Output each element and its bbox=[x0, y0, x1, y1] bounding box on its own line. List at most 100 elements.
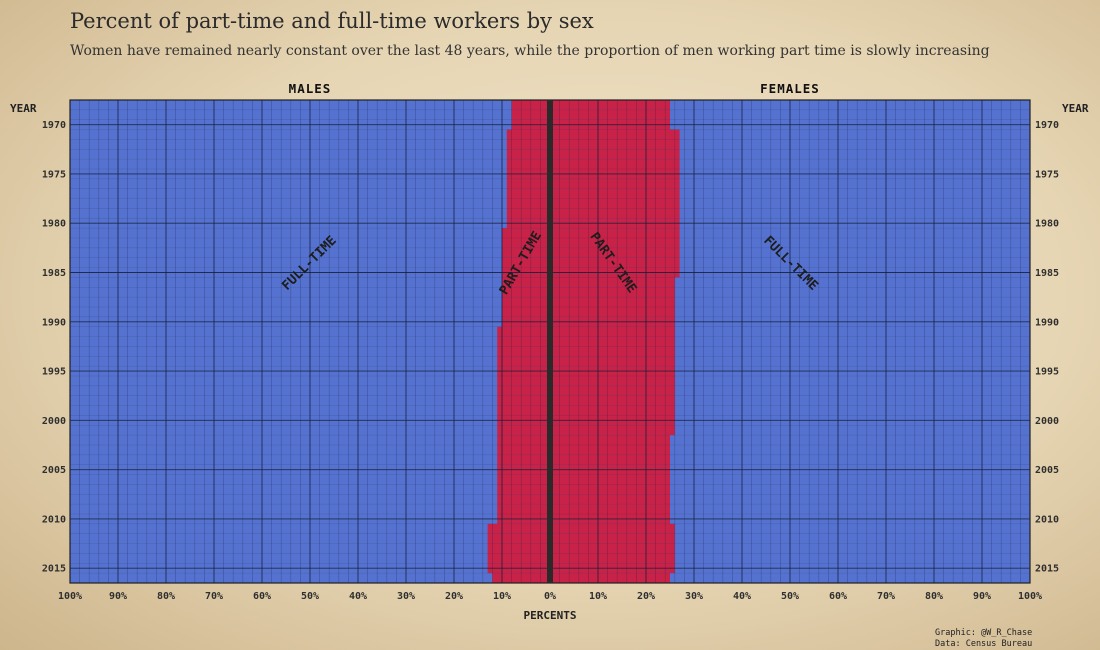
bar-female-part-time bbox=[550, 238, 680, 249]
bar-male-part-time bbox=[506, 149, 550, 160]
bar-male-part-time bbox=[502, 238, 550, 249]
bar-female-part-time bbox=[550, 178, 680, 190]
x-tick-label: 70% bbox=[205, 591, 223, 602]
x-tick-label: 60% bbox=[829, 591, 847, 602]
year-tick-left: 2000 bbox=[42, 416, 66, 427]
bar-male-part-time bbox=[506, 178, 550, 190]
year-tick-left: 2015 bbox=[42, 564, 66, 575]
bar-female-part-time bbox=[550, 553, 675, 564]
x-tick-label: 70% bbox=[877, 591, 895, 602]
credits: Graphic: @W_R_Chase Data: Census Bureau bbox=[935, 628, 1032, 650]
bar-male-part-time bbox=[497, 484, 550, 495]
bar-female-part-time bbox=[550, 129, 680, 140]
x-tick-label: 10% bbox=[589, 591, 607, 602]
year-tick-left: 1975 bbox=[42, 169, 66, 180]
year-tick-left: 2005 bbox=[42, 465, 66, 476]
bar-male-part-time bbox=[497, 356, 550, 367]
bar-female-part-time bbox=[550, 356, 675, 367]
x-tick-label: 30% bbox=[397, 591, 415, 602]
bar-female-part-time bbox=[550, 504, 670, 515]
year-tick-right: 2010 bbox=[1035, 514, 1059, 525]
bar-male-part-time bbox=[502, 257, 550, 268]
x-tick-label: 20% bbox=[445, 591, 463, 602]
bar-male-part-time bbox=[497, 336, 550, 347]
bar-female-part-time bbox=[550, 100, 670, 111]
bar-female-part-time bbox=[550, 445, 670, 456]
x-tick-label: 90% bbox=[973, 591, 991, 602]
bar-female-part-time bbox=[550, 405, 675, 416]
year-tick-left: 1970 bbox=[42, 120, 66, 131]
bar-female-part-time bbox=[550, 346, 675, 357]
x-tick-label: 50% bbox=[781, 591, 799, 602]
bar-male-part-time bbox=[497, 445, 550, 456]
chart-title: Percent of part-time and full-time worke… bbox=[70, 9, 594, 33]
bar-male-part-time bbox=[511, 100, 550, 111]
bar-female-part-time bbox=[550, 454, 670, 466]
bar-female-part-time bbox=[550, 257, 680, 268]
bar-male-part-time bbox=[502, 277, 550, 288]
year-tick-right: 2000 bbox=[1035, 416, 1059, 427]
bar-female-part-time bbox=[550, 307, 675, 318]
panel-header-males: MALES bbox=[289, 81, 332, 96]
bar-male-part-time bbox=[506, 129, 550, 140]
bar-male-part-time bbox=[497, 494, 550, 505]
bar-female-part-time bbox=[550, 494, 670, 505]
bar-male-part-time bbox=[497, 395, 550, 406]
bar-female-part-time bbox=[550, 484, 670, 495]
bar-female-part-time bbox=[550, 228, 680, 239]
x-tick-label: 50% bbox=[301, 591, 319, 602]
bar-male-part-time bbox=[497, 474, 550, 485]
bar-female-part-time bbox=[550, 474, 670, 485]
bar-female-part-time bbox=[550, 336, 675, 347]
bar-female-part-time bbox=[550, 188, 680, 199]
bar-female-part-time bbox=[550, 297, 675, 308]
bar-male-part-time bbox=[497, 425, 550, 436]
year-tick-left: 1995 bbox=[42, 367, 66, 378]
year-tick-right: 1980 bbox=[1035, 219, 1059, 230]
year-tick-left: 1990 bbox=[42, 317, 66, 328]
bar-female-part-time bbox=[550, 533, 675, 544]
bar-female-part-time bbox=[550, 149, 680, 160]
bar-male-part-time bbox=[497, 376, 550, 387]
bar-male-part-time bbox=[497, 454, 550, 466]
x-tick-label: 40% bbox=[349, 591, 367, 602]
year-tick-right: 1970 bbox=[1035, 120, 1059, 131]
bar-male-part-time bbox=[506, 139, 550, 150]
x-tick-label: 90% bbox=[109, 591, 127, 602]
bar-male-part-time bbox=[497, 326, 550, 337]
year-tick-right: 1995 bbox=[1035, 367, 1059, 378]
x-tick-label: 100% bbox=[1018, 591, 1042, 602]
bar-female-part-time bbox=[550, 425, 675, 436]
bar-female-part-time bbox=[550, 208, 680, 219]
bar-male-part-time bbox=[506, 198, 550, 209]
bar-female-part-time bbox=[550, 435, 670, 446]
bar-female-part-time bbox=[550, 159, 680, 170]
year-tick-left: 1985 bbox=[42, 268, 66, 279]
bar-male-part-time bbox=[502, 287, 550, 298]
x-tick-label: 80% bbox=[925, 591, 943, 602]
bar-female-part-time bbox=[550, 523, 675, 535]
center-divider bbox=[547, 100, 553, 583]
bar-male-part-time bbox=[487, 523, 550, 535]
bar-female-part-time bbox=[550, 326, 675, 337]
x-tick-label: 80% bbox=[157, 591, 175, 602]
bar-female-part-time bbox=[550, 287, 675, 298]
bar-female-part-time bbox=[550, 543, 675, 554]
bar-male-part-time bbox=[502, 228, 550, 239]
year-tick-right: 2015 bbox=[1035, 564, 1059, 575]
bar-female-part-time bbox=[550, 395, 675, 406]
bar-male-part-time bbox=[497, 405, 550, 416]
x-tick-label: 10% bbox=[493, 591, 511, 602]
year-axis-label-right: YEAR bbox=[1062, 102, 1089, 115]
bar-male-part-time bbox=[497, 346, 550, 357]
year-tick-right: 1990 bbox=[1035, 317, 1059, 328]
bar-male-part-time bbox=[506, 159, 550, 170]
bar-female-part-time bbox=[550, 573, 670, 584]
x-tick-label: 60% bbox=[253, 591, 271, 602]
bar-male-part-time bbox=[497, 504, 550, 515]
bar-female-part-time bbox=[550, 277, 675, 288]
bar-male-part-time bbox=[487, 543, 550, 554]
bar-male-part-time bbox=[502, 307, 550, 318]
x-tick-label: 30% bbox=[685, 591, 703, 602]
